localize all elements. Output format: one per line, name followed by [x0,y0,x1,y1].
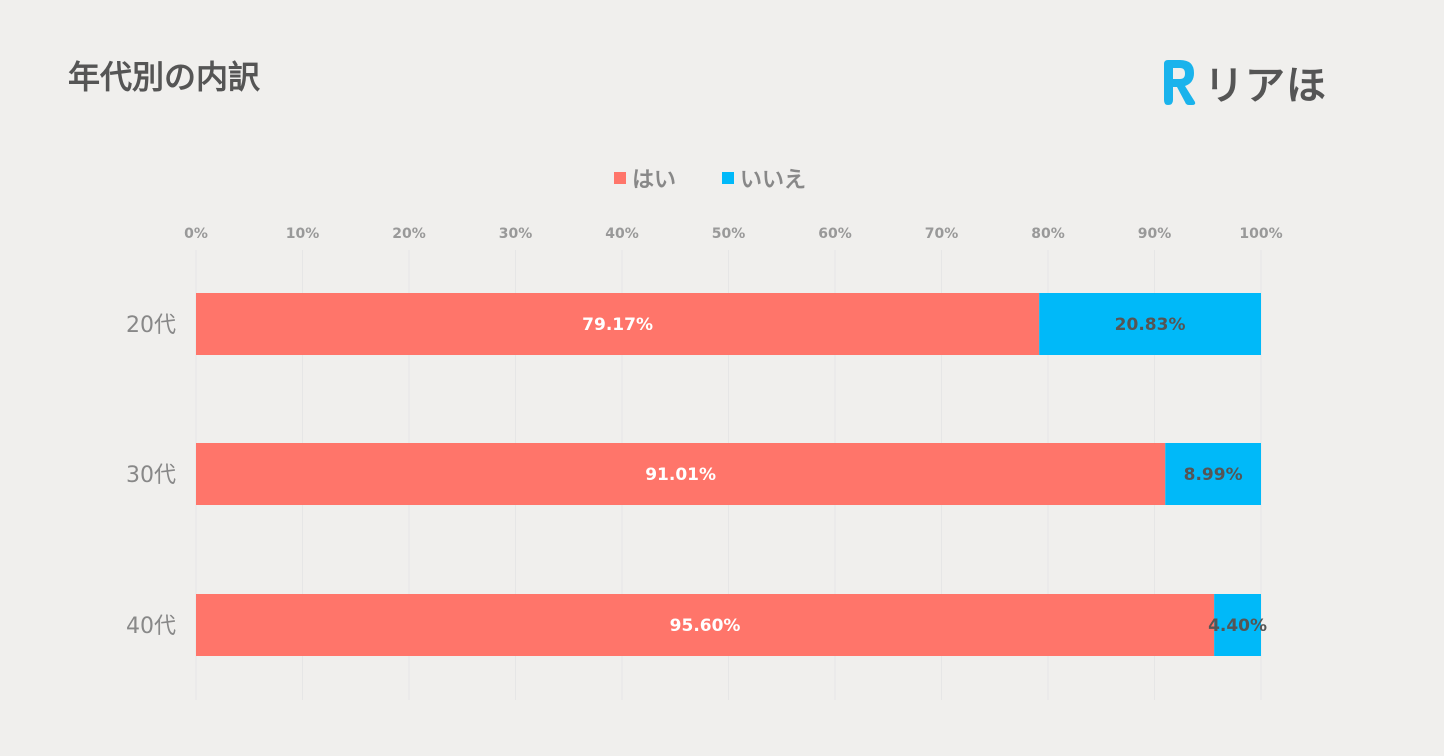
category-label: 20代 [126,313,176,338]
bar-segment-yes [196,293,1040,355]
bar-segment-yes [196,594,1215,656]
legend-label-yes: はい [632,168,677,193]
data-label-no: 8.99% [1184,465,1243,485]
x-tick-label: 20% [392,226,426,242]
x-tick-label: 30% [499,226,533,242]
data-label-yes: 79.17% [582,315,653,335]
logo-text: リアほ [1204,63,1327,109]
data-label-no: 4.40% [1208,616,1267,636]
category-label: 40代 [126,614,176,639]
x-tick-label: 0% [184,226,208,242]
x-tick-label: 40% [605,226,639,242]
data-label-no: 20.83% [1115,315,1186,335]
legend-swatch-no [722,172,735,184]
page-title: 年代別の内訳 [68,58,261,96]
brand-logo: リアほ [1158,54,1327,110]
chart-legend: はい いいえ [614,162,806,194]
x-tick-label: 10% [286,226,320,242]
x-tick-label: 90% [1138,226,1172,242]
data-label-yes: 95.60% [670,616,741,636]
x-tick-label: 50% [712,226,746,242]
data-label-yes: 91.01% [645,465,716,485]
legend-item-yes: はい [614,162,676,194]
category-label: 30代 [126,463,176,488]
legend-item-no: いいえ [722,162,806,194]
bar-segment-no [1039,293,1261,355]
x-tick-label: 80% [1031,226,1065,242]
bar-segment-no [1165,443,1261,505]
x-tick-label: 100% [1239,226,1282,242]
logo-r-icon [1164,60,1196,105]
bar-segment-no [1214,594,1261,656]
legend-label-no: いいえ [740,168,807,193]
bar-segment-yes [196,443,1166,505]
x-tick-label: 60% [818,226,852,242]
x-tick-label: 70% [925,226,959,242]
legend-swatch-yes [614,172,626,184]
